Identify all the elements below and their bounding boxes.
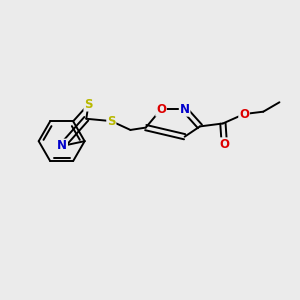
Text: N: N	[57, 140, 67, 152]
Text: O: O	[239, 107, 249, 121]
Text: S: S	[84, 98, 93, 111]
Text: O: O	[156, 103, 166, 116]
Text: O: O	[219, 138, 230, 151]
Text: N: N	[180, 103, 190, 116]
Text: S: S	[107, 115, 116, 128]
